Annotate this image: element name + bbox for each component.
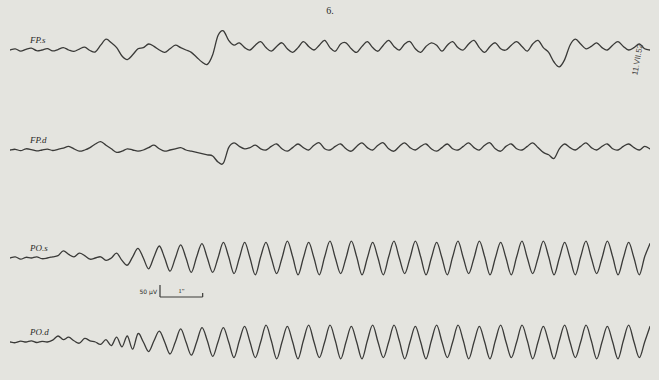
calibration-end-tick: [202, 293, 203, 297]
calibration-time-label: 1": [178, 287, 185, 295]
trace-group: [10, 142, 650, 165]
trace-group: [10, 325, 650, 359]
channel-label: PO.d: [29, 327, 49, 337]
channel-label: FP.d: [29, 135, 47, 145]
trace-group: [10, 241, 650, 275]
eeg-trace: [10, 31, 650, 67]
channel-label: PO.s: [29, 243, 48, 253]
calibration-voltage-bar: [159, 285, 160, 297]
background: [0, 0, 659, 380]
calibration-voltage-label: 50 µV: [140, 288, 158, 296]
channel-label: FP.s: [29, 35, 46, 45]
eeg-trace: [10, 325, 650, 359]
calibration-time-bar: [160, 296, 203, 297]
figure-number: 6.: [326, 5, 334, 16]
trace-group: [10, 31, 650, 67]
stamp: 11.VII.52: [630, 43, 644, 76]
eeg-trace: [10, 241, 650, 275]
eeg-figure: FP.s FP.d PO.s PO.d 50 µV 1" 6. 11.VII.52: [0, 0, 659, 380]
eeg-trace: [10, 142, 650, 165]
